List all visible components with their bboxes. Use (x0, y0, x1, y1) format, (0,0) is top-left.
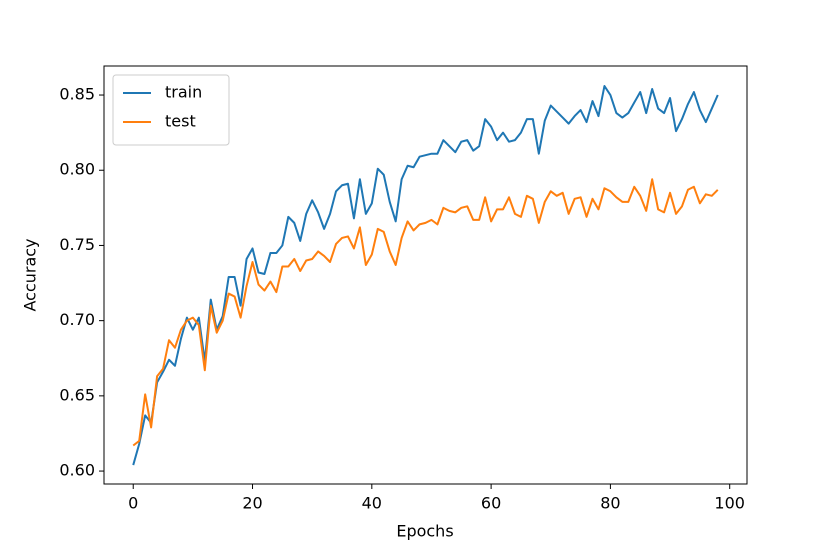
y-tick-label: 0.65 (59, 385, 95, 404)
axes-frame (103, 65, 748, 485)
y-tick-label: 0.85 (59, 85, 95, 104)
x-tick-label: 60 (481, 494, 501, 513)
y-tick-label: 0.80 (59, 160, 95, 179)
y-tick-label: 0.60 (59, 461, 95, 480)
y-axis-label: Accuracy (21, 238, 40, 311)
x-axis-label: Epochs (396, 522, 453, 541)
y-tick-label: 0.70 (59, 310, 95, 329)
y-tick-label: 0.75 (59, 235, 95, 254)
x-tick-label: 80 (600, 494, 620, 513)
legend-label: test (165, 112, 196, 131)
x-tick-label: 0 (128, 494, 138, 513)
x-tick-label: 40 (362, 494, 382, 513)
x-tick-label: 100 (714, 494, 745, 513)
legend-label: train (165, 83, 202, 102)
x-tick-label: 20 (242, 494, 262, 513)
series-line (132, 85, 719, 466)
series-line (132, 178, 719, 447)
